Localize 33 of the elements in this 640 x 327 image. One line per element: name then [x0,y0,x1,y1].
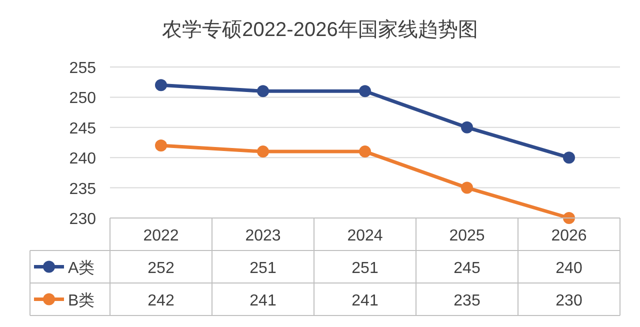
data-label: 230 [556,292,582,310]
y-tick-label: 235 [69,180,96,198]
y-tick-label: 245 [69,120,96,138]
y-tick-label: 230 [69,211,96,228]
legend-label: B类 [68,291,95,310]
x-tick-label: 2024 [347,227,383,244]
data-label: 251 [352,260,378,277]
data-label: 235 [454,292,480,310]
point [359,146,371,158]
x-tick-label: 2022 [143,227,179,244]
data-label: 242 [148,292,174,310]
data-label: 241 [250,292,276,310]
y-tick-label: 255 [69,60,96,77]
x-tick-label: 2025 [449,227,485,244]
point [461,121,473,134]
data-label: 245 [454,260,480,277]
point [461,182,473,194]
legend-label: A类 [68,258,95,277]
data-label: 251 [250,260,276,277]
data-label: 252 [148,260,174,277]
point [359,85,371,98]
data-label: 241 [352,292,378,310]
point [155,140,167,152]
point [257,146,269,158]
y-tick-label: 240 [69,150,96,168]
x-tick-label: 2023 [245,227,281,244]
point [155,79,167,92]
y-tick-label: 250 [69,90,96,108]
x-tick-label: 2026 [551,227,587,244]
point [257,85,269,98]
point [563,152,575,164]
data-label: 240 [556,260,582,277]
chart-title: 农学专硕2022-2026年国家线趋势图 [162,19,478,41]
